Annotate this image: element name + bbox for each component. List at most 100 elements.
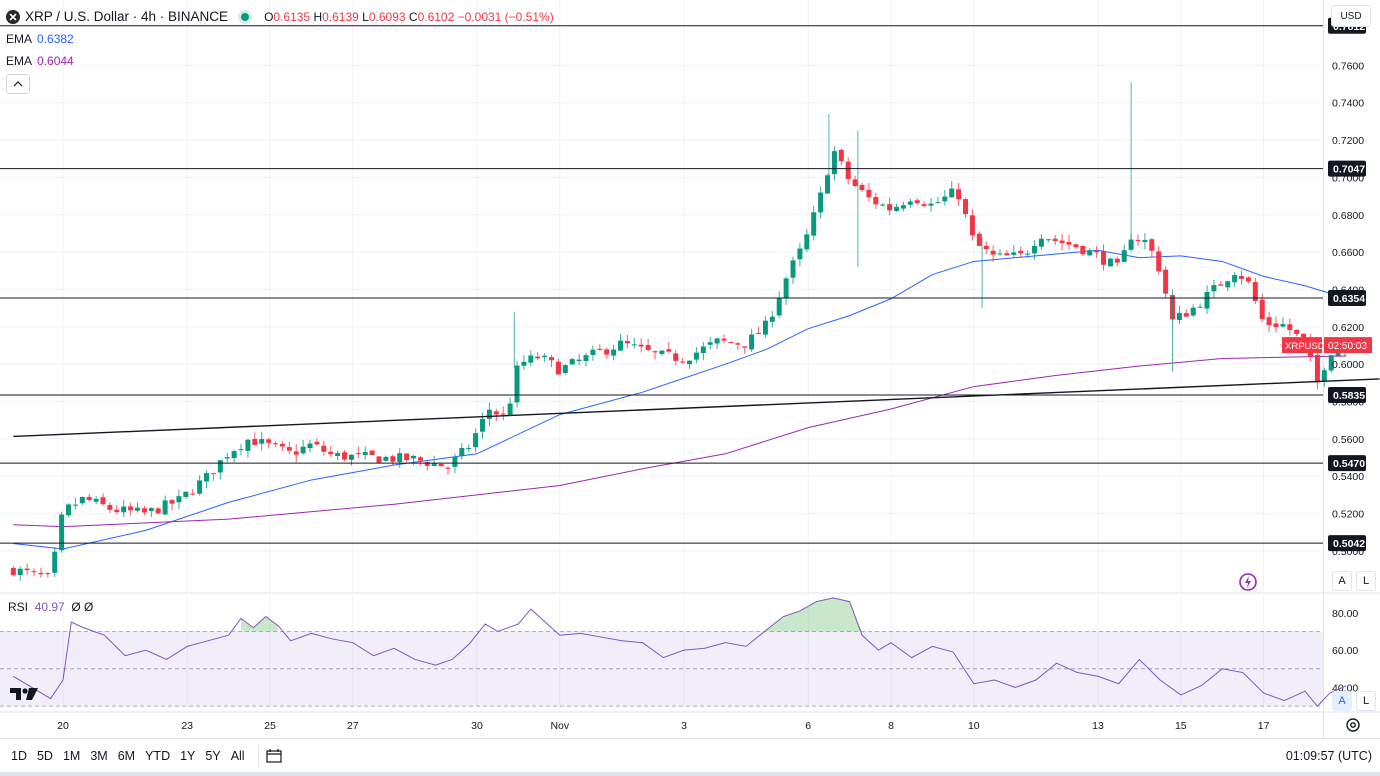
range-1d[interactable]: 1D xyxy=(11,749,27,763)
range-separator xyxy=(257,746,259,766)
candle-up xyxy=(687,360,693,365)
candle-down xyxy=(742,346,748,348)
candle-down xyxy=(1135,239,1141,241)
rsi-tick-label: 60.00 xyxy=(1332,645,1358,657)
candle-up xyxy=(162,500,168,515)
candle-down xyxy=(838,150,844,162)
candle-up xyxy=(431,463,437,466)
candle-down xyxy=(756,332,762,334)
candle-up xyxy=(348,454,354,460)
candle-down xyxy=(210,473,216,475)
time-axis[interactable]: 20 23 25 27 30 Nov 3 6 8 10 13 15 17 xyxy=(57,720,1269,732)
collapse-legend-button[interactable] xyxy=(6,74,30,94)
candle-up xyxy=(1087,250,1093,256)
candle-up xyxy=(17,568,23,576)
candle-down xyxy=(1101,251,1107,265)
candle-down xyxy=(252,439,258,445)
range-6m[interactable]: 6M xyxy=(117,749,136,763)
utc-clock[interactable]: 01:09:57 (UTC) xyxy=(1285,749,1372,763)
candle-up xyxy=(880,204,886,206)
range-3m[interactable]: 3M xyxy=(90,749,108,763)
candle-down xyxy=(293,451,299,455)
chart-legend: XRP / U.S. Dollar · 4h · BINANCE O0.6135… xyxy=(6,6,554,94)
currency-selector[interactable]: USD xyxy=(1331,5,1371,27)
candle-up xyxy=(907,201,913,205)
candle-up xyxy=(383,456,389,461)
candle-up xyxy=(411,455,417,459)
rsi-legend[interactable]: RSI 40.97 Ø Ø xyxy=(8,600,94,614)
symbol-title[interactable]: XRP / U.S. Dollar · 4h · BINANCE xyxy=(25,9,229,24)
candle-down xyxy=(638,344,644,347)
candle-up xyxy=(576,359,582,361)
candle-up xyxy=(997,253,1003,255)
candle-up xyxy=(452,456,458,467)
candle-up xyxy=(804,234,810,250)
candle-up xyxy=(769,316,775,322)
time-tick-label: 13 xyxy=(1092,720,1104,732)
candle-up xyxy=(224,457,230,459)
candle-up xyxy=(66,504,72,516)
candle-down xyxy=(852,179,858,186)
time-tick-label: 3 xyxy=(681,720,687,732)
ema-legend-purple[interactable]: EMA 0.6044 xyxy=(6,54,74,68)
ema-legend-blue[interactable]: EMA 0.6382 xyxy=(6,32,74,46)
candle-down xyxy=(873,196,879,205)
rsi-log-scale-button[interactable]: L xyxy=(1356,691,1376,711)
time-tick-label: 15 xyxy=(1175,720,1187,732)
candle-up xyxy=(514,365,520,403)
flash-alert-icon[interactable] xyxy=(1238,572,1258,592)
candle-up xyxy=(362,452,368,456)
log-scale-button[interactable]: L xyxy=(1356,571,1376,591)
candle-up xyxy=(790,260,796,278)
range-5d[interactable]: 5D xyxy=(36,749,53,763)
candle-down xyxy=(404,453,410,461)
range-5y[interactable]: 5Y xyxy=(205,749,221,763)
rsi-auto-scale-button[interactable]: A xyxy=(1332,691,1352,711)
auto-scale-button[interactable]: A xyxy=(1332,571,1352,591)
price-axis[interactable]: 0.5000 0.5200 0.5400 0.5600 0.5800 0.6000 0.62… xyxy=(1332,60,1364,558)
settings-gear-icon[interactable] xyxy=(1344,716,1362,734)
candle-down xyxy=(921,204,927,206)
candle-up xyxy=(480,418,486,432)
candle-down xyxy=(355,453,361,455)
candle-up xyxy=(1011,252,1017,255)
candle-down xyxy=(1094,250,1100,253)
price-tick-label: 0.5400 xyxy=(1332,471,1364,483)
candle-up xyxy=(231,451,237,459)
candle-down xyxy=(1163,269,1169,294)
candle-down xyxy=(1080,245,1086,255)
range-ytd[interactable]: YTD xyxy=(145,749,171,763)
candle-down xyxy=(1114,258,1120,263)
ema-line xyxy=(13,249,1347,550)
candle-up xyxy=(762,320,768,335)
candle-down xyxy=(1059,240,1065,244)
price-tick-label: 0.7400 xyxy=(1332,98,1364,110)
range-1m[interactable]: 1M xyxy=(62,749,81,763)
candle-down xyxy=(1018,250,1024,254)
candle-up xyxy=(176,496,182,503)
candle-down xyxy=(369,450,375,455)
candle-up xyxy=(631,344,637,346)
price-tick-label: 0.6400 xyxy=(1332,284,1364,296)
candle-up xyxy=(797,248,803,260)
time-tick-label: 10 xyxy=(968,720,980,732)
candle-up xyxy=(590,349,596,355)
candle-up xyxy=(1142,240,1148,243)
candle-down xyxy=(266,439,272,443)
candle-down xyxy=(424,462,430,466)
price-tick-label: 0.7000 xyxy=(1332,172,1364,184)
candle-down xyxy=(1266,317,1272,326)
date-range-calendar-icon[interactable] xyxy=(265,748,283,764)
candle-up xyxy=(183,491,189,498)
candle-up xyxy=(1232,275,1238,283)
candle-up xyxy=(307,443,313,449)
candle-up xyxy=(473,433,479,448)
candle-up xyxy=(825,175,831,194)
range-1y[interactable]: 1Y xyxy=(180,749,196,763)
range-all[interactable]: All xyxy=(230,749,245,763)
price-tick-label: 0.5800 xyxy=(1332,397,1364,409)
candle-up xyxy=(121,506,127,513)
candle-down xyxy=(390,456,396,462)
candle-down xyxy=(887,204,893,211)
